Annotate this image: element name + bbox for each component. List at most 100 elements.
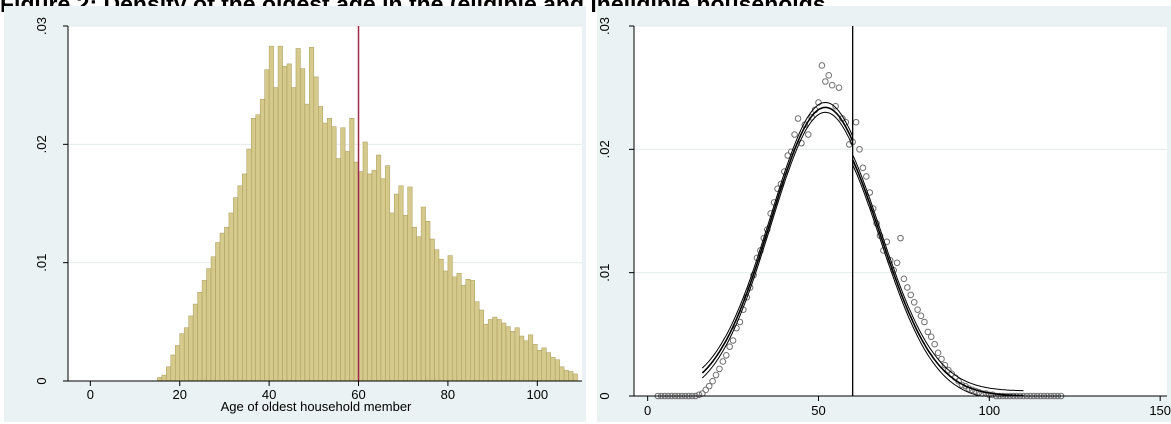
density-point — [791, 131, 798, 138]
histogram-bar — [246, 148, 252, 382]
density-point — [798, 139, 805, 147]
density-point — [866, 189, 874, 196]
density-point — [859, 164, 867, 172]
density-point — [808, 113, 815, 121]
histogram-bar — [331, 126, 337, 382]
histogram-bar — [568, 371, 574, 382]
histogram-x-tick-label: 80 — [441, 387, 455, 402]
density-point — [941, 361, 949, 369]
histogram-bar — [157, 377, 163, 382]
density-point — [904, 284, 911, 291]
density-point — [695, 391, 703, 399]
density-point — [716, 365, 723, 373]
histogram-bar — [438, 258, 444, 382]
histogram-bar — [519, 335, 525, 382]
histogram-bar — [326, 118, 332, 382]
histogram-bar — [434, 249, 440, 382]
density-point — [726, 343, 733, 350]
histogram-bar — [201, 280, 207, 382]
histogram-bar — [175, 345, 180, 382]
histogram-y-tick-label: .02 — [34, 135, 49, 153]
histogram-bar — [300, 68, 306, 382]
density-y-tick-label: .01 — [597, 264, 612, 282]
histogram-y-tick-label: .01 — [34, 254, 49, 272]
histogram-bar — [318, 106, 324, 382]
histogram-bar — [335, 158, 341, 382]
density-y-tick-label: .03 — [597, 17, 612, 35]
histogram-bar — [429, 238, 435, 382]
histogram-bar — [402, 215, 408, 382]
density-point — [702, 386, 710, 394]
histogram-bar — [166, 366, 172, 382]
density-point — [705, 382, 713, 390]
density-point — [893, 259, 901, 267]
histogram-bar — [282, 65, 288, 382]
histogram-bar — [496, 319, 502, 382]
density-point — [825, 72, 833, 79]
histogram-bar — [389, 212, 395, 382]
histogram-x-tick-label: 60 — [351, 387, 365, 402]
histogram-bar — [398, 185, 404, 382]
histogram-bar — [394, 193, 399, 382]
histogram-bar — [291, 87, 297, 382]
histogram-bar — [259, 99, 265, 382]
histogram-bar — [170, 354, 176, 382]
histogram-bar — [563, 370, 569, 382]
histogram-bar — [179, 333, 185, 382]
histogram-bar — [344, 151, 350, 382]
density-point — [989, 391, 997, 399]
density-fit-upper-band-left — [701, 101, 854, 369]
histogram-bar — [470, 280, 475, 382]
density-point — [804, 131, 812, 138]
histogram-bar — [219, 232, 225, 382]
histogram-bar — [385, 165, 391, 382]
histogram-bar — [313, 76, 319, 382]
histogram-bar — [237, 185, 243, 382]
histogram-bar — [340, 127, 346, 382]
density-x-tick-label: 100 — [978, 403, 1000, 418]
histogram-bar — [532, 344, 538, 382]
density-point — [712, 371, 720, 379]
histogram-chart: 0 20 40 60 80 100 0 .01 .02 .03 Age of oldest hou… — [34, 17, 582, 414]
histogram-bar — [367, 173, 373, 382]
histogram-bar — [349, 118, 355, 382]
histogram-bar — [514, 327, 520, 382]
histogram-bar — [376, 154, 382, 382]
histogram-x-axis-title: Age of oldest household member — [221, 399, 412, 414]
histogram-bar — [425, 221, 431, 382]
density-point — [927, 333, 935, 341]
histogram-x-tick-label: 0 — [87, 387, 94, 402]
density-fit-line-left — [701, 106, 854, 374]
histogram-x-tick-label: 40 — [262, 387, 276, 402]
histogram-bar — [322, 122, 328, 382]
histogram-bar — [443, 270, 449, 382]
histogram-bar — [161, 374, 167, 382]
density-x-tick-label: 150 — [1149, 403, 1171, 418]
histogram-bar — [192, 303, 198, 382]
density-point — [722, 352, 730, 359]
histogram-bar — [371, 170, 377, 382]
histogram-bar — [501, 322, 507, 382]
histogram-bar — [242, 173, 248, 382]
density-point — [914, 306, 921, 313]
histogram-bar — [304, 103, 310, 382]
density-point — [835, 84, 843, 91]
histogram-bar — [411, 226, 417, 382]
histogram-bar — [550, 357, 556, 382]
histogram-bar — [251, 118, 256, 382]
histogram-bar — [362, 141, 368, 382]
histogram-bar — [224, 226, 230, 382]
histogram-bar — [452, 276, 458, 382]
histogram-bar — [505, 326, 511, 382]
density-point — [917, 312, 925, 320]
histogram-bar — [264, 69, 270, 382]
histogram-bar — [286, 63, 292, 382]
histogram-bar — [277, 45, 283, 382]
histogram-bar — [510, 331, 516, 382]
density-point — [938, 355, 945, 363]
density-fit-lower-band-left — [701, 111, 854, 379]
density-point — [910, 298, 918, 306]
density-point — [856, 146, 863, 153]
density-point — [719, 358, 727, 365]
histogram-bar — [197, 292, 203, 382]
